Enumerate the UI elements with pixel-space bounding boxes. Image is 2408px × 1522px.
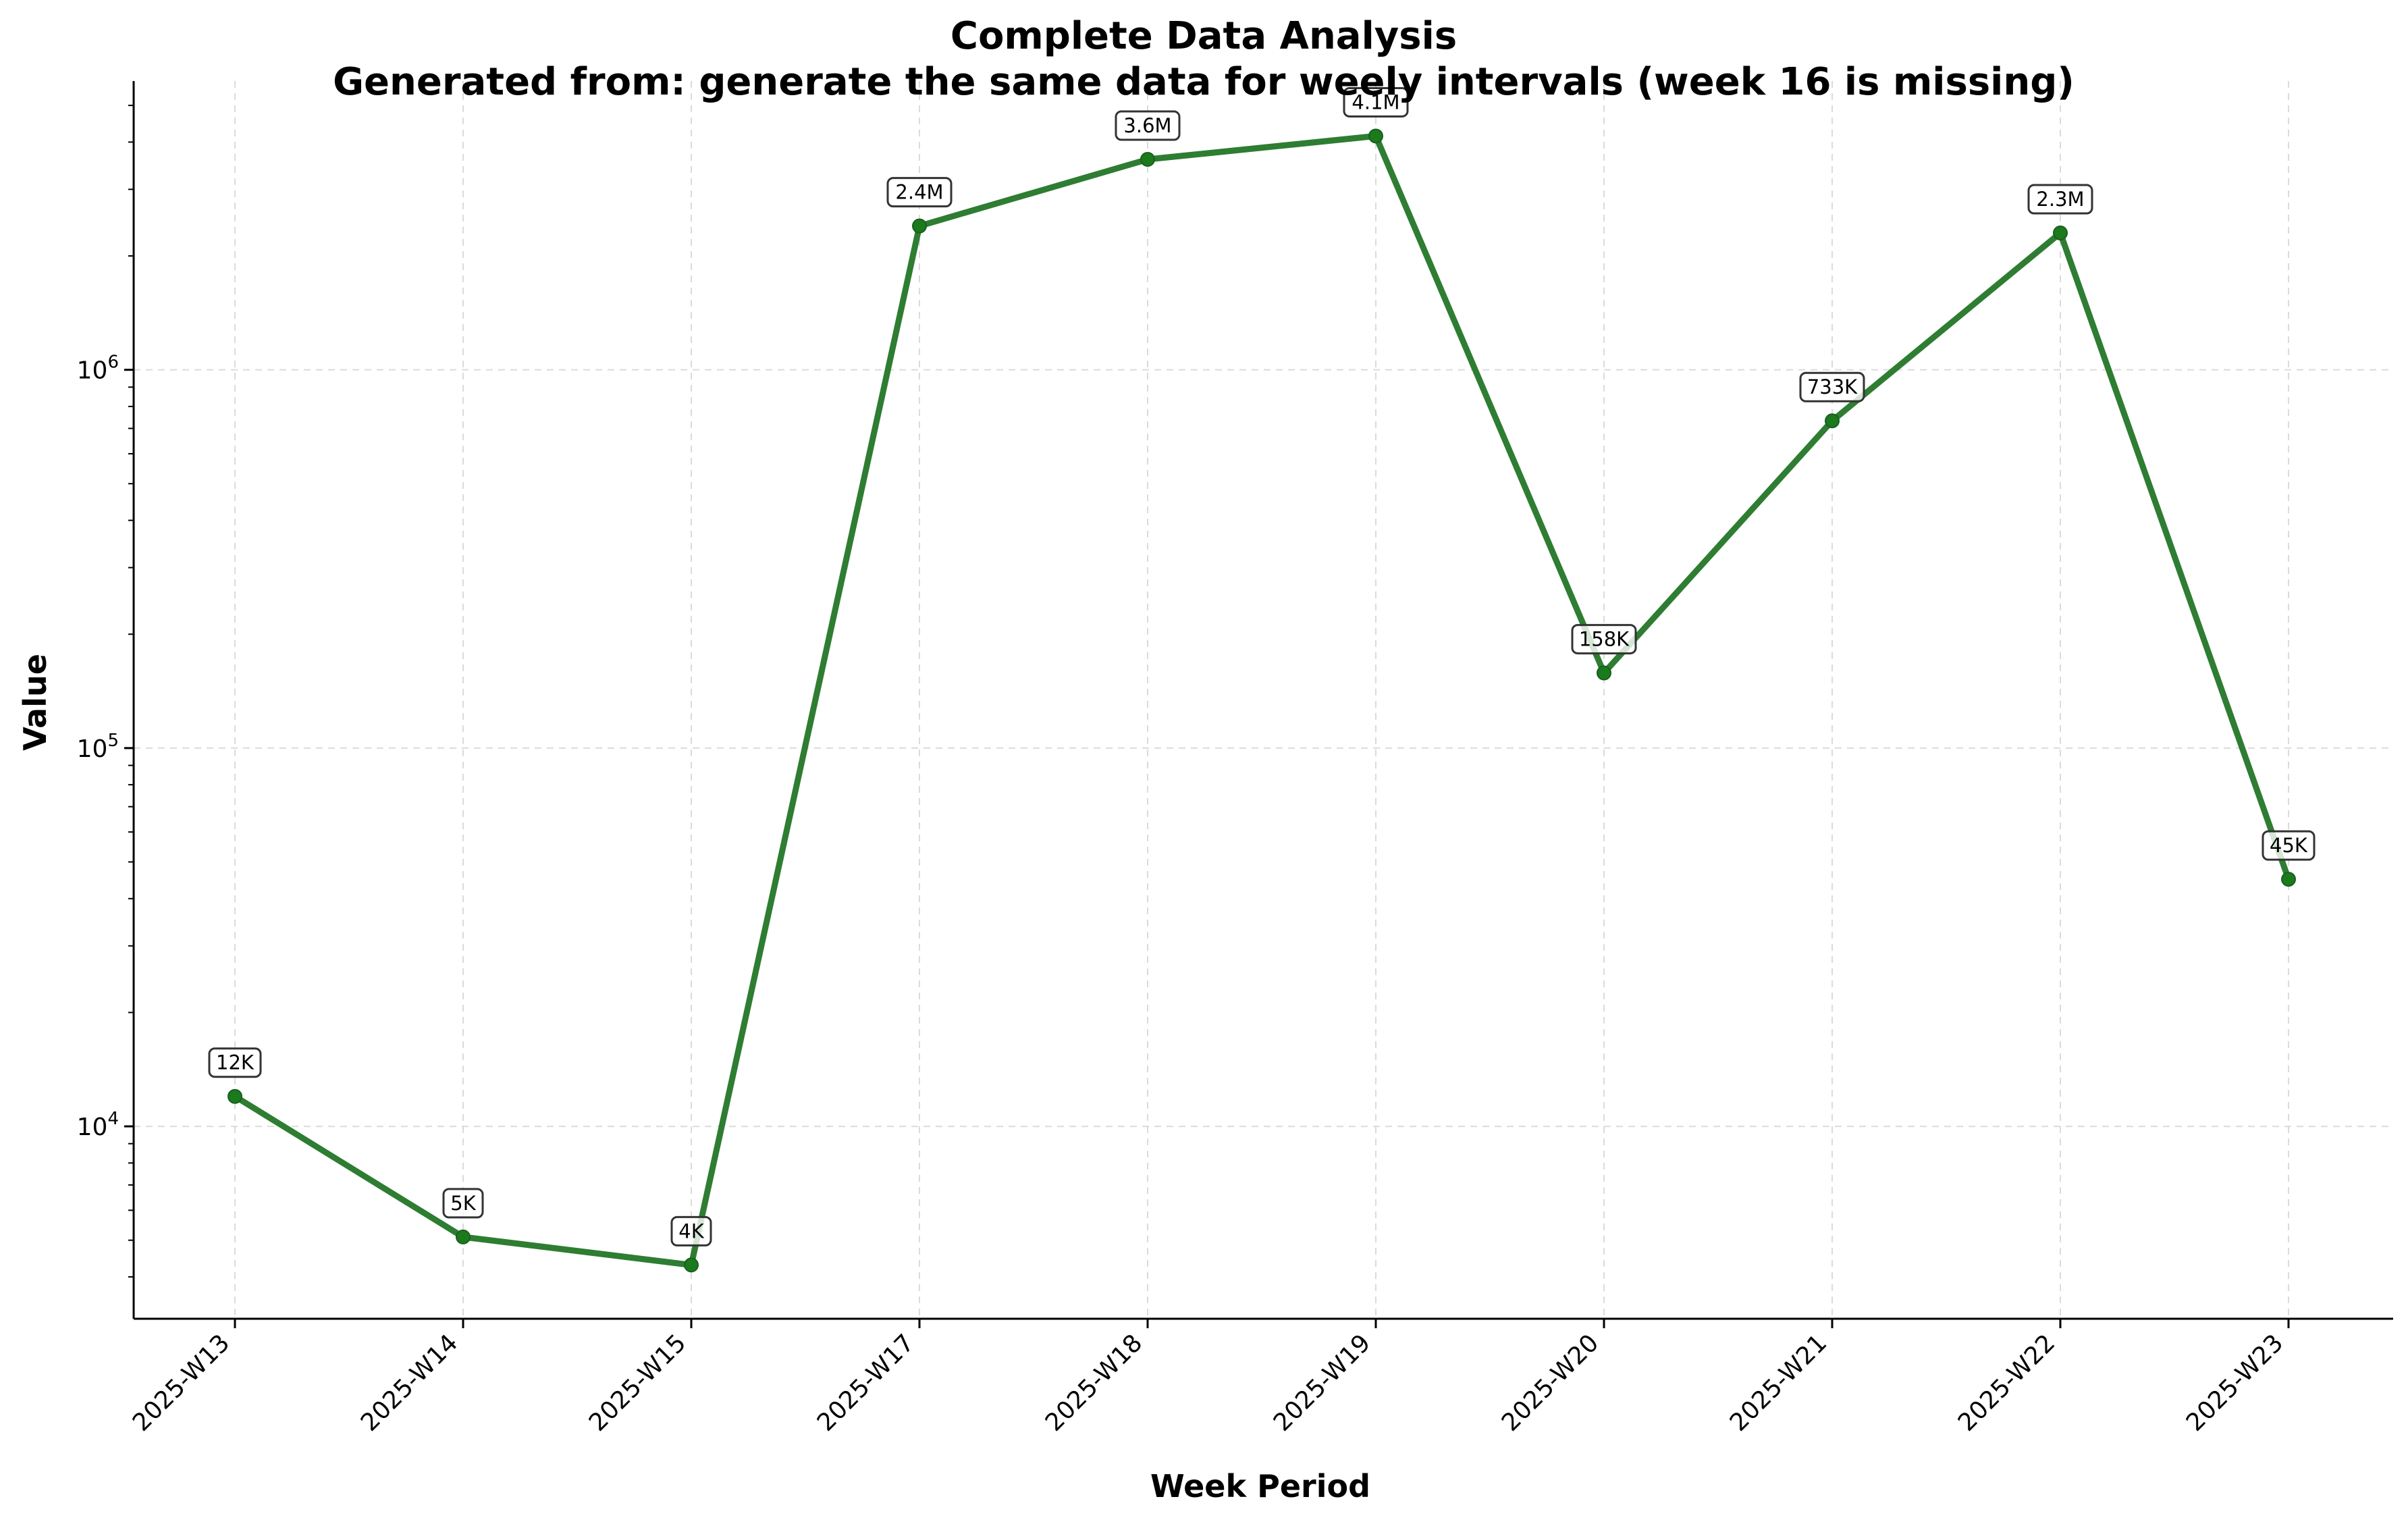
- x-tick-label: 2025-W19: [1268, 1329, 1376, 1436]
- data-label-box: [886, 177, 953, 208]
- data-label-box: [1571, 624, 1637, 655]
- data-point: [1597, 665, 1611, 681]
- data-label-group: 3.6M: [1115, 110, 1181, 141]
- data-label-box: [2027, 184, 2093, 215]
- data-label-box: [442, 1188, 484, 1219]
- x-tick-label: 2025-W18: [1040, 1329, 1148, 1436]
- x-tick-label: 2025-W21: [1725, 1329, 1832, 1436]
- data-label-box: [2262, 830, 2316, 861]
- series-line: [232, 132, 2292, 1268]
- x-tick-label: 2025-W14: [356, 1329, 463, 1436]
- x-tick-label: 2025-W22: [1953, 1329, 2060, 1436]
- data-point: [684, 1257, 699, 1273]
- x-axis-label: Week Period: [1150, 1468, 1370, 1504]
- chart-title: Complete Data Analysis: [951, 14, 1457, 58]
- data-label-group: 4K: [670, 1215, 712, 1247]
- data-label-group: 12K: [208, 1047, 262, 1078]
- data-label-group: 733K: [1799, 371, 1865, 402]
- data-label: 2.3M: [2036, 188, 2084, 211]
- data-label: 2.4M: [895, 181, 943, 204]
- data-label: 5K: [450, 1192, 476, 1215]
- x-tick-label: 2025-W17: [812, 1329, 919, 1436]
- chart-subtitle: Generated from: generate the same data f…: [333, 60, 2075, 104]
- data-labels: 12K 5K 4K 2.4M 3.6M 4.1M 158K 733K 2.3M 45K: [208, 86, 2316, 1247]
- data-label-box: [670, 1215, 712, 1247]
- y-tick-label: 104: [77, 1109, 119, 1141]
- data-label-box: [1115, 110, 1181, 141]
- data-label: 4.1M: [1352, 90, 1399, 113]
- data-point: [228, 1088, 242, 1104]
- data-point: [1368, 128, 1383, 144]
- data-point: [2281, 872, 2296, 887]
- x-tick-label: 2025-W15: [584, 1329, 691, 1436]
- data-label: 158K: [1579, 628, 1630, 651]
- data-point: [1825, 413, 1840, 429]
- data-label: 733K: [1807, 375, 1858, 398]
- data-label: 4K: [678, 1219, 704, 1242]
- data-label: 3.6M: [1123, 114, 1171, 137]
- data-label-group: 5K: [442, 1188, 484, 1219]
- series: [228, 128, 2296, 1273]
- data-label-group: 2.4M: [886, 177, 953, 208]
- y-tick-label: 106: [77, 352, 119, 385]
- grid: [134, 81, 2393, 1319]
- data-label-box: [1343, 86, 1409, 117]
- y-tick-label: 105: [77, 731, 119, 763]
- data-label: 12K: [216, 1051, 255, 1074]
- data-point: [1140, 152, 1155, 167]
- x-tick-label: 2025-W20: [1497, 1329, 1604, 1436]
- x-tick-label: 2025-W13: [128, 1329, 235, 1436]
- data-point: [456, 1229, 471, 1244]
- data-point: [912, 218, 927, 234]
- data-label: 45K: [2270, 834, 2308, 857]
- data-label-group: 4.1M: [1343, 86, 1409, 117]
- data-label-group: 2.3M: [2027, 184, 2093, 215]
- data-label-group: 45K: [2262, 830, 2316, 861]
- data-point: [2053, 226, 2068, 241]
- data-label-box: [208, 1047, 262, 1078]
- ticks: 2025-W13 2025-W14 2025-W15 2025-W17 2025-W18…: [77, 105, 2290, 1437]
- data-label-box: [1799, 371, 1865, 402]
- axes: [132, 81, 2393, 1320]
- y-axis-label: Value: [17, 654, 53, 751]
- x-tick-label: 2025-W23: [2181, 1329, 2289, 1436]
- data-label-group: 158K: [1571, 624, 1637, 655]
